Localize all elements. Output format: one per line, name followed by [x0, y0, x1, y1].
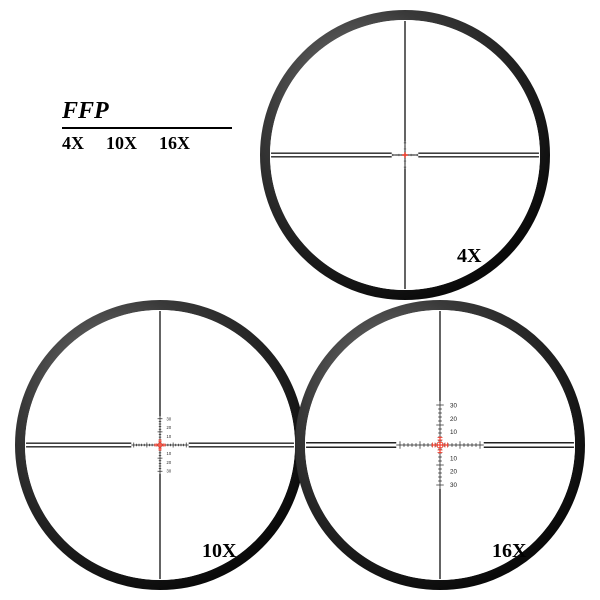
mag-label-4x: 4X — [457, 245, 481, 268]
svg-text:20: 20 — [167, 425, 172, 430]
svg-text:20: 20 — [450, 469, 457, 476]
svg-text:20: 20 — [450, 416, 457, 423]
svg-text:30: 30 — [167, 468, 172, 473]
legend-mag-10x: 10X — [106, 133, 137, 154]
legend-mag-16x: 16X — [159, 133, 190, 154]
legend-title: FFP — [62, 98, 232, 127]
legend-magnifications: 4X 10X 16X — [62, 133, 232, 154]
scope-view-4x — [260, 10, 550, 300]
svg-text:10: 10 — [167, 434, 172, 439]
svg-text:30: 30 — [450, 403, 457, 410]
scope-16x: 10 10 20 20 30 30 16X — [295, 300, 585, 590]
scope-10x: 10 10 20 20 30 30 10X — [15, 300, 305, 590]
svg-text:10: 10 — [167, 451, 172, 456]
scope-view-16x: 10 10 20 20 30 30 — [295, 300, 585, 590]
svg-text:20: 20 — [167, 460, 172, 465]
svg-text:10: 10 — [450, 455, 457, 462]
svg-text:30: 30 — [450, 482, 457, 489]
svg-text:10: 10 — [450, 429, 457, 436]
legend: FFP 4X 10X 16X — [62, 98, 232, 154]
svg-text:30: 30 — [167, 416, 172, 421]
scope-view-10x: 10 10 20 20 30 30 — [15, 300, 305, 590]
legend-mag-4x: 4X — [62, 133, 84, 154]
scope-4x: 4X — [260, 10, 550, 300]
mag-label-16x: 16X — [492, 540, 526, 563]
mag-label-10x: 10X — [202, 540, 236, 563]
legend-underline — [62, 127, 232, 129]
